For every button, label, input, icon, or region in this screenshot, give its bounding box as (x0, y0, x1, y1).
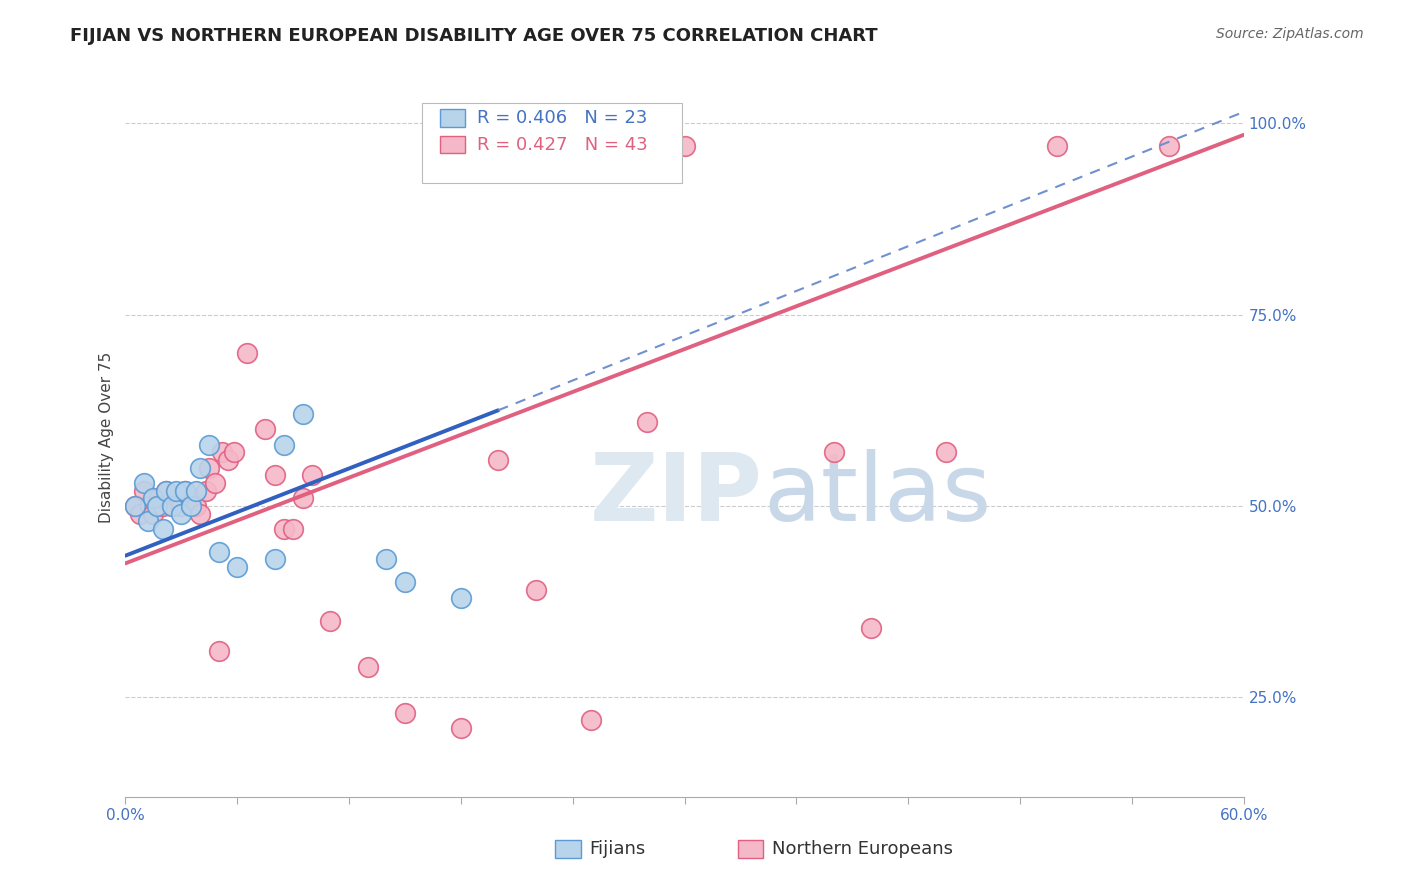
Point (211, 445, 233, 459)
Point (174, 483, 197, 498)
Point (198, 460, 221, 475)
Point (166, 491, 188, 506)
Point (450, 721, 472, 735)
Point (208, 644, 231, 658)
Point (152, 522, 174, 536)
Point (132, 483, 155, 498)
Point (170, 507, 193, 521)
Point (291, 491, 314, 506)
Point (226, 560, 249, 574)
Point (165, 483, 187, 498)
Point (174, 483, 197, 498)
Point (524, 583, 547, 598)
Point (263, 468, 285, 483)
Point (180, 491, 202, 506)
Point (188, 507, 211, 521)
Point (204, 475, 226, 490)
Point (188, 460, 211, 475)
Point (254, 422, 277, 436)
Point (1046, 139, 1069, 153)
Point (357, 659, 380, 673)
Text: Source: ZipAtlas.com: Source: ZipAtlas.com (1216, 27, 1364, 41)
Text: FIJIAN VS NORTHERN EUROPEAN DISABILITY AGE OVER 75 CORRELATION CHART: FIJIAN VS NORTHERN EUROPEAN DISABILITY A… (70, 27, 877, 45)
Point (235, 346, 257, 360)
Text: atlas: atlas (763, 449, 991, 541)
Point (142, 507, 165, 521)
Point (823, 445, 845, 459)
Point (198, 438, 221, 452)
Point (146, 499, 169, 513)
Point (935, 445, 957, 459)
Point (180, 499, 202, 513)
Point (217, 453, 239, 467)
Point (124, 499, 146, 513)
Point (194, 483, 217, 498)
Point (132, 475, 155, 490)
Point (450, 591, 472, 605)
Text: R = 0.406   N = 23: R = 0.406 N = 23 (477, 109, 647, 127)
Point (319, 614, 342, 628)
Point (155, 483, 177, 498)
Text: R = 0.427   N = 43: R = 0.427 N = 43 (477, 136, 647, 153)
Point (273, 522, 295, 536)
Text: ZIP: ZIP (591, 449, 763, 541)
Point (859, 621, 882, 635)
Point (673, 139, 696, 153)
Point (301, 468, 323, 483)
Point (170, 499, 193, 513)
Text: Northern Europeans: Northern Europeans (772, 840, 953, 858)
Point (263, 552, 285, 566)
Point (152, 499, 174, 513)
Point (291, 407, 314, 421)
Point (636, 415, 658, 429)
Point (186, 483, 208, 498)
Point (136, 514, 159, 528)
Point (208, 545, 231, 559)
Point (283, 522, 305, 536)
Text: Fijians: Fijians (589, 840, 645, 858)
Point (155, 483, 177, 498)
Point (124, 499, 146, 513)
Point (273, 438, 295, 452)
Point (375, 552, 398, 566)
Point (186, 499, 208, 513)
Point (160, 499, 183, 513)
Point (129, 507, 152, 521)
Point (581, 713, 603, 727)
Point (394, 706, 416, 720)
Point (222, 445, 245, 459)
Point (486, 453, 509, 467)
Point (160, 499, 183, 513)
Point (394, 575, 416, 590)
Point (142, 491, 165, 506)
Point (148, 491, 170, 506)
Point (1159, 139, 1181, 153)
Y-axis label: Disability Age Over 75: Disability Age Over 75 (100, 351, 114, 523)
Point (138, 499, 160, 513)
